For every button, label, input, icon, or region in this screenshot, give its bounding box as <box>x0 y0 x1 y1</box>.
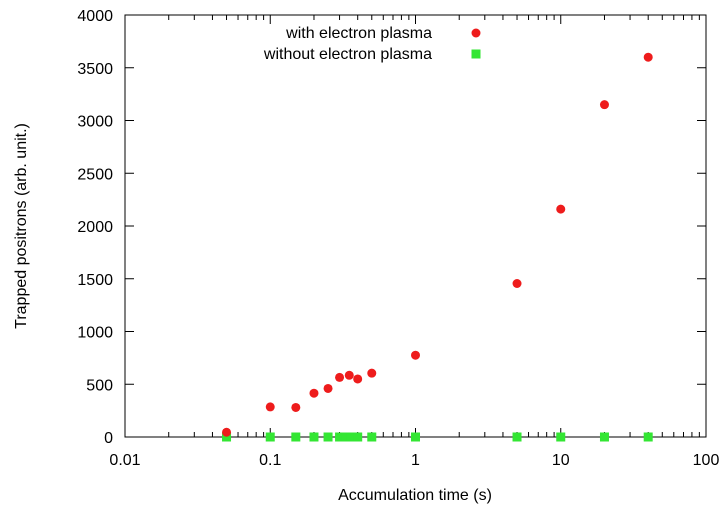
plot-area-frame <box>125 15 706 437</box>
y-tick-label: 500 <box>86 377 113 394</box>
x-tick-label: 10 <box>552 452 570 469</box>
data-point-with-electron-plasma <box>353 374 362 383</box>
data-point-without-electron-plasma <box>324 433 333 442</box>
data-point-without-electron-plasma <box>291 433 300 442</box>
data-point-with-electron-plasma <box>644 53 653 62</box>
data-point-with-electron-plasma <box>367 369 376 378</box>
data-point-without-electron-plasma <box>309 433 318 442</box>
x-axis-ticks: 0.01 0.1 1 10 100 <box>109 15 719 469</box>
x-tick-label: 0.1 <box>259 452 281 469</box>
data-point-with-electron-plasma <box>411 351 420 360</box>
data-markers <box>222 53 653 442</box>
y-tick-label: 0 <box>104 430 113 447</box>
data-point-without-electron-plasma <box>556 433 565 442</box>
y-tick-label: 3000 <box>77 114 113 131</box>
data-point-with-electron-plasma <box>222 428 231 437</box>
data-point-with-electron-plasma <box>309 389 318 398</box>
x-axis-title: Accumulation time (s) <box>338 487 492 504</box>
data-point-with-electron-plasma <box>345 371 354 380</box>
data-point-with-electron-plasma <box>324 384 333 393</box>
y-tick-label: 3500 <box>77 61 113 78</box>
legend-marker-without-electron-plasma <box>472 50 481 59</box>
data-point-with-electron-plasma <box>513 279 522 288</box>
y-tick-label: 4000 <box>77 8 113 25</box>
data-point-without-electron-plasma <box>266 433 275 442</box>
data-point-with-electron-plasma <box>291 403 300 412</box>
legend-marker-with-electron-plasma <box>472 29 481 38</box>
y-tick-label: 2000 <box>77 219 113 236</box>
data-point-without-electron-plasma <box>367 433 376 442</box>
data-point-with-electron-plasma <box>335 373 344 382</box>
data-point-without-electron-plasma <box>513 433 522 442</box>
legend: with electron plasma without electron pl… <box>263 25 481 63</box>
y-tick-label: 2500 <box>77 166 113 183</box>
y-tick-label: 1000 <box>77 325 113 342</box>
y-tick-label: 1500 <box>77 272 113 289</box>
data-point-without-electron-plasma <box>411 433 420 442</box>
y-axis-title: Trapped positrons (arb. unit.) <box>13 123 30 329</box>
x-tick-label: 0.01 <box>109 452 140 469</box>
x-tick-label: 1 <box>411 452 420 469</box>
data-point-without-electron-plasma <box>644 433 653 442</box>
data-point-with-electron-plasma <box>600 100 609 109</box>
data-point-with-electron-plasma <box>266 402 275 411</box>
legend-label-without-electron-plasma: without electron plasma <box>263 46 432 63</box>
legend-label-with-electron-plasma: with electron plasma <box>285 25 432 42</box>
x-tick-label: 100 <box>693 452 720 469</box>
data-point-without-electron-plasma <box>353 433 362 442</box>
data-point-without-electron-plasma <box>600 433 609 442</box>
y-axis-ticks: 0 500 1000 1500 2000 2500 3000 3500 4000 <box>77 8 706 447</box>
data-point-with-electron-plasma <box>556 205 565 214</box>
